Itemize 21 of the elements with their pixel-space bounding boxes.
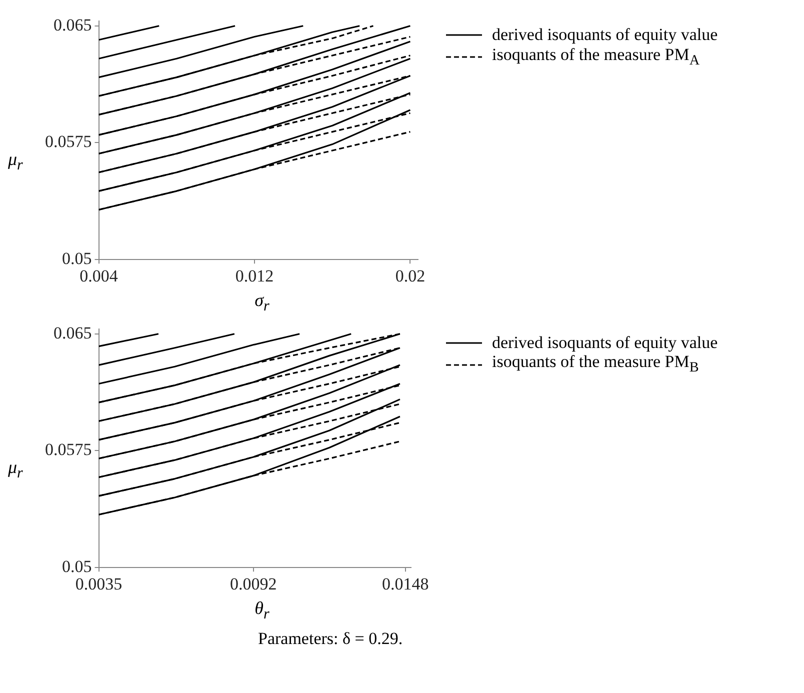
y-tick-label: 0.0575 [45,440,92,459]
legend-label: isoquants of the measure PM$_{B}$ [492,352,699,377]
y-tick-label: 0.065 [54,322,92,342]
x-tick-label: 0.012 [235,266,274,286]
x-axis-title: θ$_{r}$ [254,598,270,624]
legend-label: derived isoquants of equity value [492,332,718,353]
y-tick-label: 0.05 [62,556,92,576]
text: Parameters: δ = 0.29. [258,629,404,650]
y-tick-label: 0.0575 [45,132,92,152]
legend-label: isoquants of the measure PM$_{A}$ [492,44,700,70]
y-axis-title: μ$_{r}$ [8,149,24,175]
y-axis-title: μ$_{r}$ [8,456,24,482]
x-tick-label: 0.0092 [230,574,277,593]
x-tick-label: 0.0035 [75,574,122,593]
y-tick-label: 0.065 [54,15,92,34]
y-tick-label: 0.05 [62,249,92,268]
x-axis-title: σ$_{r}$ [254,290,270,316]
x-tick-label: 0.0148 [382,574,429,593]
x-tick-label: 0.004 [80,266,118,286]
x-tick-label: 0.02 [395,266,426,286]
legend-label: derived isoquants of equity value [492,25,718,45]
